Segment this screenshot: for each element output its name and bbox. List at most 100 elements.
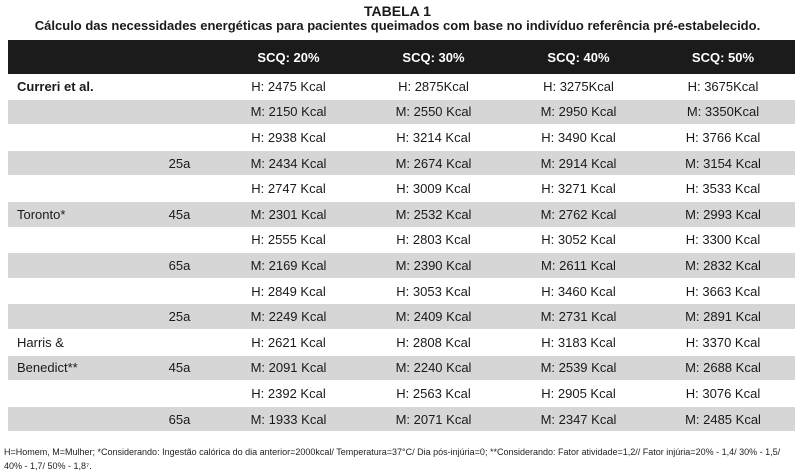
value-cell: H: 3076 Kcal xyxy=(651,380,795,407)
table-row: Toronto* 45a M: 2301 Kcal M: 2532 Kcal M: 27… xyxy=(8,201,795,228)
age-label xyxy=(143,175,216,202)
value-cell: M: 2832 Kcal xyxy=(651,252,795,279)
value-cell: H: 3052 Kcal xyxy=(506,227,651,254)
table-row: 25a M: 2434 Kcal M: 2674 Kcal M: 2914 Kcal M… xyxy=(8,150,795,177)
value-cell: H: 2392 Kcal xyxy=(216,380,361,407)
value-cell: H: 2555 Kcal xyxy=(216,227,361,254)
value-cell: H: 2905 Kcal xyxy=(506,380,651,407)
value-cell: H: 2475 Kcal xyxy=(216,74,361,100)
value-cell: M: 2539 Kcal xyxy=(506,355,651,382)
value-cell: M: 2169 Kcal xyxy=(216,252,361,279)
age-label xyxy=(143,124,216,151)
method-label: Harris & xyxy=(8,329,143,356)
value-cell: H: 3490 Kcal xyxy=(506,124,651,151)
value-cell: H: 3766 Kcal xyxy=(651,124,795,151)
value-cell: H: 3533 Kcal xyxy=(651,175,795,202)
value-cell: H: 3275Kcal xyxy=(506,74,651,100)
method-label xyxy=(8,124,143,151)
value-cell: M: 2434 Kcal xyxy=(216,150,361,177)
value-cell: M: 2071 Kcal xyxy=(361,406,506,433)
value-cell: H: 2621 Kcal xyxy=(216,329,361,356)
age-label xyxy=(143,227,216,254)
age-label: 25a xyxy=(143,150,216,177)
table-row: 65a M: 2169 Kcal M: 2390 Kcal M: 2611 Kcal M… xyxy=(8,252,795,279)
method-label: Curreri et al. xyxy=(8,74,143,100)
method-label: Benedict** xyxy=(8,355,143,382)
value-cell: H: 3663 Kcal xyxy=(651,278,795,305)
table-row: Curreri et al. H: 2475 Kcal H: 2875Kcal H: … xyxy=(8,74,795,100)
header-cell-scq-50: SCQ: 50% xyxy=(651,40,795,74)
method-label xyxy=(8,380,143,407)
value-cell: M: 2249 Kcal xyxy=(216,303,361,330)
age-label xyxy=(143,278,216,305)
table-row: 25a M: 2249 Kcal M: 2409 Kcal M: 2731 Kcal M… xyxy=(8,303,795,330)
value-cell: M: 2993 Kcal xyxy=(651,201,795,228)
header-cell-scq-20: SCQ: 20% xyxy=(216,40,361,74)
value-cell: M: 2550 Kcal xyxy=(361,99,506,126)
header-cell-scq-40: SCQ: 40% xyxy=(506,40,651,74)
footnote: H=Homem, M=Mulher; *Considerando: Ingest… xyxy=(4,447,781,471)
age-label xyxy=(143,380,216,407)
method-label: Toronto* xyxy=(8,201,143,228)
value-cell: H: 2808 Kcal xyxy=(361,329,506,356)
method-label xyxy=(8,99,143,126)
value-cell: H: 3460 Kcal xyxy=(506,278,651,305)
value-cell: M: 2240 Kcal xyxy=(361,355,506,382)
table-row: H: 2392 Kcal H: 2563 Kcal H: 2905 Kcal H: 3… xyxy=(8,380,795,407)
table-title: TABELA 1 xyxy=(364,3,431,19)
energy-needs-table: SCQ: 20% SCQ: 30% SCQ: 40% SCQ: 50% Curr… xyxy=(8,40,795,433)
value-cell: M: 2914 Kcal xyxy=(506,150,651,177)
value-cell: H: 3300 Kcal xyxy=(651,227,795,254)
value-cell: M: 2390 Kcal xyxy=(361,252,506,279)
table-row: H: 2938 Kcal H: 3214 Kcal H: 3490 Kcal H: 3… xyxy=(8,124,795,151)
value-cell: M: 2611 Kcal xyxy=(506,252,651,279)
value-cell: M: 2731 Kcal xyxy=(506,303,651,330)
value-cell: H: 3214 Kcal xyxy=(361,124,506,151)
age-label xyxy=(143,99,216,126)
value-cell: H: 3675Kcal xyxy=(651,74,795,100)
header-cell xyxy=(143,40,216,74)
table-row: 65a M: 1933 Kcal M: 2071 Kcal M: 2347 Kcal M… xyxy=(8,406,795,433)
header-cell-scq-30: SCQ: 30% xyxy=(361,40,506,74)
value-cell: M: 2950 Kcal xyxy=(506,99,651,126)
value-cell: M: 2150 Kcal xyxy=(216,99,361,126)
value-cell: M: 2532 Kcal xyxy=(361,201,506,228)
age-label xyxy=(143,329,216,356)
value-cell: M: 2688 Kcal xyxy=(651,355,795,382)
value-cell: M: 3350Kcal xyxy=(651,99,795,126)
method-label xyxy=(8,406,143,433)
value-cell: H: 2563 Kcal xyxy=(361,380,506,407)
table-row: H: 2747 Kcal H: 3009 Kcal H: 3271 Kcal H: 3… xyxy=(8,175,795,202)
table-subtitle: Cálculo das necessidades energéticas par… xyxy=(34,18,761,33)
value-cell: M: 2347 Kcal xyxy=(506,406,651,433)
method-label xyxy=(8,150,143,177)
age-label: 45a xyxy=(143,201,216,228)
age-label: 45a xyxy=(143,355,216,382)
value-cell: H: 2875Kcal xyxy=(361,74,506,100)
value-cell: M: 2301 Kcal xyxy=(216,201,361,228)
value-cell: M: 2091 Kcal xyxy=(216,355,361,382)
value-cell: H: 2938 Kcal xyxy=(216,124,361,151)
value-cell: H: 3271 Kcal xyxy=(506,175,651,202)
table-row: H: 2849 Kcal H: 3053 Kcal H: 3460 Kcal H: 3… xyxy=(8,278,795,305)
age-label: 25a xyxy=(143,303,216,330)
header-cell xyxy=(8,40,143,74)
method-label xyxy=(8,175,143,202)
value-cell: M: 2674 Kcal xyxy=(361,150,506,177)
method-label xyxy=(8,227,143,254)
header-row: SCQ: 20% SCQ: 30% SCQ: 40% SCQ: 50% xyxy=(8,40,795,74)
value-cell: H: 2849 Kcal xyxy=(216,278,361,305)
value-cell: M: 2891 Kcal xyxy=(651,303,795,330)
age-label: 65a xyxy=(143,252,216,279)
method-label xyxy=(8,252,143,279)
value-cell: H: 3053 Kcal xyxy=(361,278,506,305)
value-cell: H: 3009 Kcal xyxy=(361,175,506,202)
method-label xyxy=(8,278,143,305)
value-cell: M: 2485 Kcal xyxy=(651,406,795,433)
table-row: Harris & H: 2621 Kcal H: 2808 Kcal H: 3183 … xyxy=(8,329,795,356)
table-row: Benedict** 45a M: 2091 Kcal M: 2240 Kcal M: … xyxy=(8,355,795,382)
age-label xyxy=(143,74,216,100)
value-cell: H: 3370 Kcal xyxy=(651,329,795,356)
value-cell: H: 2803 Kcal xyxy=(361,227,506,254)
value-cell: M: 1933 Kcal xyxy=(216,406,361,433)
